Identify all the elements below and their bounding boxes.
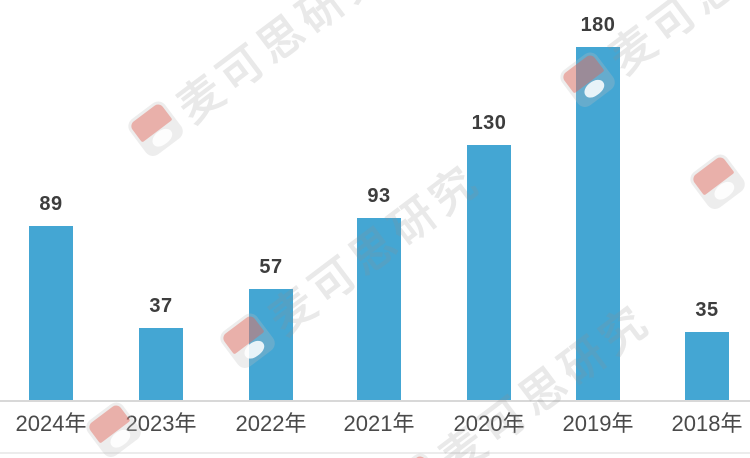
bar-value-label: 35: [695, 299, 719, 321]
bar-2021: [357, 218, 401, 401]
bar-2023: [139, 328, 183, 401]
bar-2018: [685, 332, 729, 401]
bar-value-label: 180: [580, 14, 616, 36]
bar-2019: [576, 47, 620, 401]
bar-group-2023: 37: [106, 0, 216, 401]
bar-group-2021: 93: [324, 0, 434, 401]
bar-group-2022: 57: [216, 0, 326, 401]
x-axis-label-2024: 2024年: [15, 411, 87, 436]
bar-group-2024: 89: [0, 0, 106, 401]
bar-value-label: 130: [471, 112, 507, 134]
bar-group-2019: 180: [543, 0, 653, 401]
bottom-divider-line: [0, 452, 750, 454]
x-axis-label-2020: 2020年: [453, 411, 525, 436]
x-axis-label-2022: 2022年: [235, 411, 307, 436]
bar-2022: [249, 289, 293, 401]
bar-2024: [29, 226, 73, 401]
bar-group-2020: 130: [434, 0, 544, 401]
x-axis-label-2019: 2019年: [562, 411, 634, 436]
bar-group-2018: 35: [652, 0, 750, 401]
x-axis-label-2023: 2023年: [125, 411, 197, 436]
bar-value-label: 37: [149, 295, 173, 317]
x-axis-line: [0, 400, 750, 402]
x-axis-label-2021: 2021年: [343, 411, 415, 436]
bar-value-label: 57: [259, 256, 283, 278]
bar-2020: [467, 145, 511, 401]
x-axis-label-2018: 2018年: [671, 411, 743, 436]
bar-value-label: 89: [39, 193, 63, 215]
bar-value-label: 93: [367, 185, 391, 207]
